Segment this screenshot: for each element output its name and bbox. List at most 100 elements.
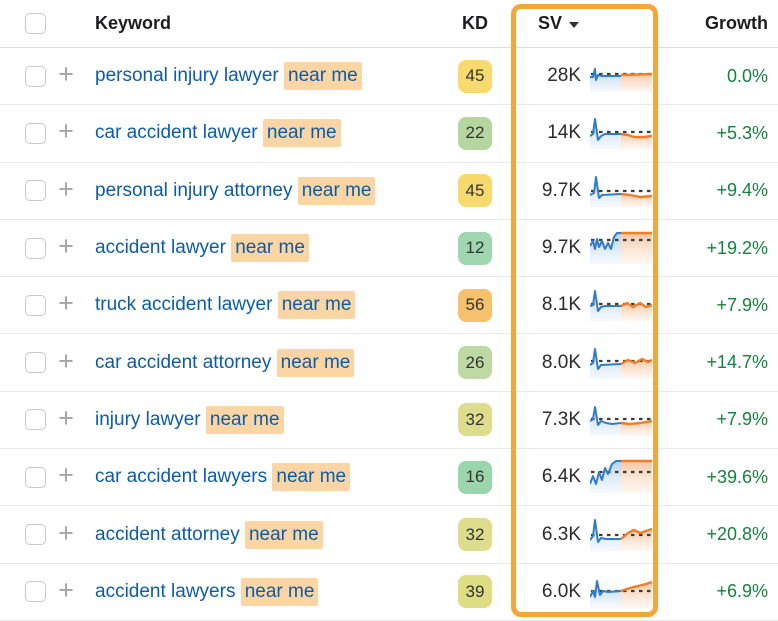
kd-badge: 26 [458,346,492,380]
growth-value: +19.2% [706,237,768,258]
growth-value: +7.9% [716,294,768,315]
sv-cell: 9.7K [505,173,660,209]
sv-value: 8.1K [541,294,581,316]
growth-value: +20.8% [706,524,768,545]
row-checkbox[interactable] [25,352,46,374]
sv-trend-sparkline [589,517,653,553]
kd-badge: 12 [458,231,492,265]
add-keyword-icon[interactable]: + [58,517,74,548]
table-row: + personal injury attorney near me 45 9.… [0,163,778,220]
sv-trend-sparkline [589,402,653,438]
growth-value: +7.9% [716,409,768,430]
keyword-modifier-highlight: near me [262,119,341,148]
kd-badge: 45 [458,59,492,93]
row-checkbox[interactable] [25,122,46,144]
sv-trend-sparkline [589,115,653,151]
sv-cell: 7.3K [505,402,660,438]
keyword-modifier-highlight: near me [244,520,323,549]
keyword-modifier-highlight: near me [297,176,376,205]
sv-trend-sparkline [590,58,653,94]
keyword-link[interactable]: accident attorney near me [86,520,445,549]
add-keyword-icon[interactable]: + [58,116,74,147]
growth-value: +9.4% [716,180,768,201]
keyword-link[interactable]: truck accident lawyer near me [86,291,445,320]
add-keyword-icon[interactable]: + [58,345,74,376]
keyword-modifier-highlight: near me [240,577,319,606]
add-keyword-icon[interactable]: + [58,402,74,433]
select-all-checkbox[interactable] [25,13,46,34]
row-checkbox[interactable] [25,409,46,431]
sv-cell: 8.1K [505,287,660,323]
kd-badge: 56 [458,288,492,322]
growth-value: +39.6% [706,466,768,487]
add-keyword-icon[interactable]: + [58,173,74,204]
keyword-modifier-highlight: near me [276,348,355,377]
sv-value: 6.3K [541,523,581,545]
add-keyword-icon[interactable]: + [58,574,74,605]
keyword-modifier-highlight: near me [277,291,356,320]
table-row: + accident lawyer near me 12 9.7K [0,220,778,278]
keyword-link[interactable]: personal injury lawyer near me [86,62,445,91]
sv-value: 6.4K [541,466,581,488]
keyword-link[interactable]: accident lawyer near me [86,234,445,263]
table-row: + personal injury lawyer near me 45 28K [0,48,778,106]
keyword-link[interactable]: injury lawyer near me [86,405,445,434]
row-checkbox[interactable] [25,180,46,202]
sv-cell: 28K [505,58,660,94]
keyword-modifier-highlight: near me [205,405,284,434]
keyword-link[interactable]: car accident lawyer near me [86,119,445,148]
sv-cell: 8.0K [505,345,660,381]
add-keyword-icon[interactable]: + [58,288,74,319]
row-checkbox[interactable] [25,65,46,87]
table-row: + accident lawyers near me 39 6.0K [0,564,778,621]
select-all-wrap [25,13,46,34]
sv-value: 6.0K [541,580,581,602]
growth-value: +6.9% [716,581,768,602]
table-row: + truck accident lawyer near me 56 8.1K [0,277,778,335]
table-row: + injury lawyer near me 32 7.3K [0,392,778,450]
kd-badge: 32 [458,403,492,437]
sv-trend-sparkline [589,173,653,209]
row-checkbox[interactable] [25,237,46,259]
row-checkbox[interactable] [25,294,46,316]
column-header-kd[interactable]: KD [462,13,488,33]
sv-cell: 6.4K [505,459,660,495]
column-header-growth[interactable]: Growth [705,13,768,33]
table-row: + car accident lawyer near me 22 14K [0,105,778,163]
sv-trend-sparkline [589,345,653,381]
row-checkbox[interactable] [25,581,46,603]
row-checkbox[interactable] [25,466,46,488]
sv-value: 8.0K [541,351,581,373]
sv-trend-sparkline [589,459,652,495]
sv-value: 7.3K [541,408,581,430]
keyword-link[interactable]: personal injury attorney near me [86,176,445,205]
table-row: + accident attorney near me 32 6.3K [0,506,778,564]
sv-trend-sparkline [589,230,652,266]
table-header-row: Keyword KD SV Growth [0,0,778,48]
sv-value: 28K [547,65,581,87]
sv-value: 14K [547,122,581,144]
row-checkbox[interactable] [25,524,46,546]
table-row: + car accident lawyers near me 16 6.4K [0,449,778,507]
keyword-link[interactable]: car accident attorney near me [86,348,445,377]
kd-badge: 16 [458,460,492,494]
sv-cell: 14K [505,115,660,151]
growth-value: 0.0% [726,65,768,86]
sv-trend-sparkline [589,574,653,610]
sv-value: 9.7K [541,179,581,201]
column-header-sv[interactable]: SV [538,13,579,34]
sv-cell: 6.3K [505,517,660,553]
sv-cell: 6.0K [505,574,660,610]
kd-badge: 32 [458,518,492,552]
table-row: + car accident attorney near me 26 8.0K [0,334,778,392]
keyword-link[interactable]: accident lawyers near me [86,577,445,606]
add-keyword-icon[interactable]: + [58,231,74,262]
add-keyword-icon[interactable]: + [58,59,74,90]
sv-trend-sparkline [589,287,653,323]
add-keyword-icon[interactable]: + [58,460,74,491]
keyword-link[interactable]: car accident lawyers near me [86,463,445,492]
kd-badge: 22 [458,116,492,150]
sv-value: 9.7K [541,237,581,259]
sv-header-label: SV [537,13,562,33]
